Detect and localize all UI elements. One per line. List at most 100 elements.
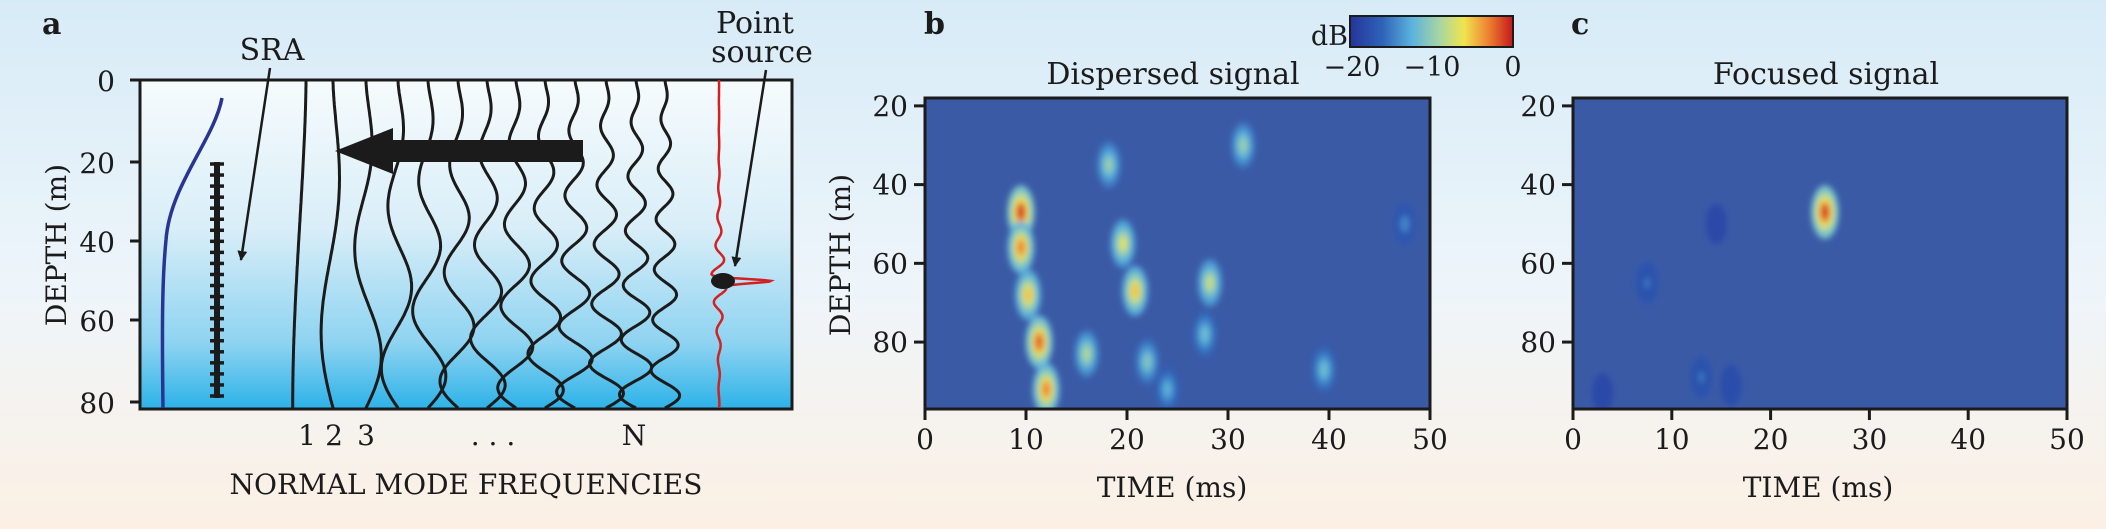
normal-mode-curve (353, 80, 383, 409)
panel-c-y-tick-label: 60 (1520, 247, 1556, 280)
panel-b-x-axis-label: TIME (ms) (1097, 471, 1248, 504)
point-source-label-line2: source (711, 35, 813, 70)
panel-c-heatmap-blob (1698, 371, 1705, 384)
panel-a-y-axis: DEPTH (m) 0 20 40 60 80 (40, 65, 140, 420)
panel-c-frame (1571, 96, 2069, 411)
panel-a-y-tick-label: 0 (97, 65, 115, 98)
dispersion-arrow (335, 128, 583, 174)
sra-label: SRA (240, 33, 305, 68)
colorbar: dB −20 −10 0 (1311, 15, 1522, 83)
panel-b-frame (923, 96, 1432, 411)
panel-c-x-tick-label: 10 (1654, 423, 1690, 456)
panel-c-x-tick-label: 50 (2049, 423, 2085, 456)
panel-b-x-tick-label: 10 (1008, 423, 1044, 456)
panel-c-y-tick-label: 40 (1520, 169, 1556, 202)
panel-b-title: Dispersed signal (1046, 57, 1299, 92)
point-source-pointer-arrow (731, 69, 768, 267)
panel-c-x-axis-label: TIME (ms) (1743, 471, 1894, 504)
point-source-marker (711, 273, 735, 289)
point-source-label-line1: Point (716, 6, 794, 41)
normal-mode-curves (291, 79, 682, 410)
colorbar-tick-label: −20 (1324, 52, 1381, 83)
normal-mode-curve (411, 79, 448, 410)
panel-c-heatmap-blob (1644, 277, 1651, 289)
panel-c-heatmap (1592, 185, 1839, 409)
panel-b-heatmap-blob (1201, 327, 1209, 341)
panel-c-x-tick-label: 0 (1564, 423, 1582, 456)
panel-a-plot-area (138, 78, 794, 411)
mode-labels: 1 2 3 . . . N (298, 419, 646, 452)
panel-b-y-axis-label: DEPTH (m) (824, 174, 857, 336)
panel-a-y-ticks (130, 78, 140, 404)
panel-c-title: Focused signal (1713, 57, 1939, 92)
panel-b-heatmap-blob (1320, 363, 1328, 376)
panel-b-heatmap-blob (1131, 283, 1139, 299)
panel-b-heatmap-blob (1143, 355, 1151, 369)
panel-c-heatmap-blob (1592, 373, 1614, 409)
sra-hydrophones (210, 162, 224, 398)
mode-label: 3 (357, 419, 375, 452)
panel-c-y-tick-label: 80 (1520, 326, 1556, 359)
panel-b-heatmap-blob (1042, 381, 1051, 397)
panel-c-heatmap-blob (1720, 364, 1742, 406)
normal-mode-curve (617, 79, 654, 410)
point-source-wavelet (710, 80, 775, 408)
mode-label: 2 (325, 419, 343, 452)
panel-b-heatmap-blob (1206, 276, 1214, 290)
panel-b-heatmap (1006, 121, 1416, 409)
panel-a-y-tick-label: 40 (79, 226, 115, 259)
panel-c-y-tick-label: 20 (1520, 90, 1556, 123)
panel-a-y-tick-label: 60 (79, 305, 115, 338)
normal-mode-curve (496, 79, 535, 410)
panel-b-y-tick-label: 80 (872, 326, 908, 359)
sound-speed-profile (160, 97, 224, 409)
panel-b-axes: 0 10 20 30 40 50 20 40 60 80 (872, 90, 1447, 456)
panel-b-heatmap-blob (1401, 217, 1408, 230)
panel-c-heatmap-blob (1705, 203, 1727, 245)
panel-a-letter: a (42, 7, 61, 42)
normal-mode-curve (555, 79, 594, 410)
panel-c-x-tick-label: 20 (1753, 423, 1789, 456)
panel-b-heatmap-blob (1024, 287, 1032, 302)
panel-c-axes: 0 10 20 30 40 50 20 40 60 80 (1520, 90, 2084, 456)
panel-c-x-tick-label: 40 (1950, 423, 1986, 456)
colorbar-label: dB (1311, 21, 1348, 52)
panel-b-y-tick-label: 60 (872, 247, 908, 280)
panel-b-x-tick-label: 40 (1311, 423, 1347, 456)
panel-a-x-axis-label: NORMAL MODE FREQUENCIES (230, 468, 703, 501)
normal-mode-curve (438, 79, 476, 410)
mode-label: N (622, 419, 647, 452)
panel-b-heatmap-blob (1105, 158, 1113, 172)
panel-b-heatmap-blob (1119, 236, 1127, 251)
panel-b-x-tick-label: 20 (1109, 423, 1145, 456)
mode-label: 1 (298, 419, 316, 452)
panel-c-heatmap-blob (1821, 204, 1829, 220)
panel-c-letter: c (1571, 7, 1589, 42)
panel-b-heatmap-blob (1083, 347, 1091, 361)
colorbar-tick-label: 0 (1504, 52, 1521, 83)
panel-a-y-tick-label: 80 (79, 387, 115, 420)
panel-c-x-tick-label: 30 (1852, 423, 1888, 456)
colorbar-gradient (1349, 15, 1514, 48)
panel-b-heatmap-blob (1017, 204, 1025, 220)
panel-b-y-tick-label: 40 (872, 169, 908, 202)
panel-b-heatmap-blob (1035, 334, 1043, 350)
colorbar-tick-label: −10 (1404, 52, 1461, 83)
normal-mode-curve (468, 79, 507, 410)
panel-b-heatmap-blob (1239, 138, 1247, 152)
panel-c: c Focused signal TIME (ms) 0 10 20 30 40 50 20… (1520, 7, 2084, 504)
sra-pointer-arrow (237, 67, 272, 261)
panel-b-heatmap-blob (1164, 383, 1171, 396)
panel-c-heatmap-bg (1573, 98, 2067, 409)
panel-b-heatmap-bg (925, 98, 1430, 409)
panel-b-x-tick-label: 0 (916, 423, 934, 456)
normal-mode-curve (291, 80, 308, 408)
panel-a-y-axis-label: DEPTH (m) (40, 164, 73, 326)
normal-mode-curve (526, 79, 565, 410)
panel-a-y-tick-label: 20 (79, 147, 115, 180)
mode-label: . . . (471, 419, 516, 452)
normal-mode-curve (587, 79, 626, 410)
panel-b-y-tick-label: 20 (872, 90, 908, 123)
panel-a: a DEPTH (m) 0 20 40 60 80 SRA (40, 6, 813, 501)
